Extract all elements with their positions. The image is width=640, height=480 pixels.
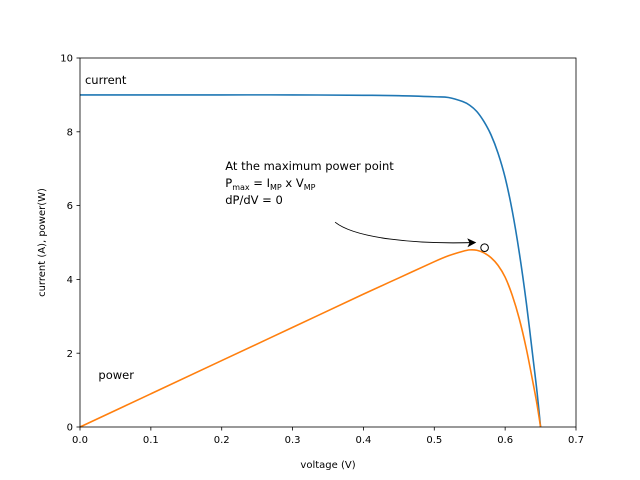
annotation-arrow	[334, 221, 477, 248]
p-symbol: P	[225, 176, 232, 190]
x-tick-label: 0.0	[72, 435, 88, 446]
x-tick-label: 0.4	[355, 435, 371, 446]
current-series-label: current	[85, 73, 127, 87]
times-text: x	[282, 176, 296, 190]
plot-background	[80, 58, 576, 427]
x-tick-label: 0.1	[143, 435, 159, 446]
x-axis-label: voltage (V)	[300, 460, 355, 471]
y-axis-label: current (A), power(W)	[37, 188, 48, 297]
i-symbol: I	[267, 176, 270, 190]
y-tick-label: 2	[67, 349, 73, 360]
x-tick-label: 0.5	[426, 435, 442, 446]
max-power-point-marker	[480, 243, 489, 252]
y-tick-label: 0	[67, 423, 73, 434]
x-tick-label: 0.3	[285, 435, 301, 446]
series-line-power	[79, 248, 542, 428]
max-power-annotation: At the maximum power point Pmax = IMP x …	[225, 159, 477, 248]
annotation-line-3: dP/dV = 0	[225, 193, 283, 207]
equals-text: =	[250, 176, 267, 190]
y-tick-label: 4	[67, 275, 73, 286]
x-tick-label: 0.7	[568, 435, 584, 446]
ticks-layer: 0.0 0.1 0.2 0.3 0.4 0.5 0.6 0.7 0 2 4 6 8 10	[60, 54, 584, 446]
y-tick-label: 10	[60, 54, 73, 65]
y-tick-label: 6	[67, 201, 73, 212]
series-line-current	[79, 94, 542, 428]
annotation-line-1: At the maximum power point	[225, 159, 394, 173]
v-subscript: MP	[304, 183, 316, 192]
p-subscript: max	[232, 183, 250, 192]
y-tick-label: 8	[67, 127, 73, 138]
annotation-line-2: Pmax = IMP x VMP	[225, 176, 315, 192]
series-layer	[79, 94, 542, 428]
x-tick-label: 0.2	[214, 435, 230, 446]
x-tick-label: 0.6	[497, 435, 513, 446]
power-series-label: power	[98, 368, 134, 382]
i-subscript: MP	[270, 183, 282, 192]
plot-frame	[79, 57, 577, 428]
v-symbol: V	[296, 176, 304, 190]
